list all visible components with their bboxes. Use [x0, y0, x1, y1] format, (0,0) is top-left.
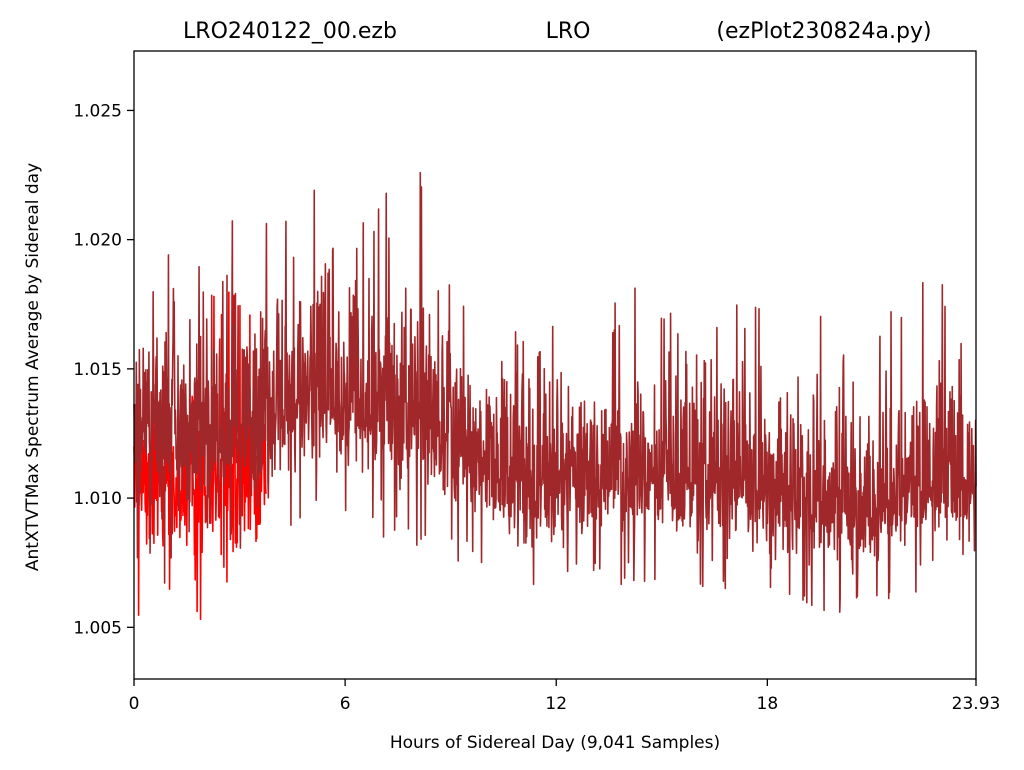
y-tick-label: 1.010	[73, 489, 122, 509]
chart-title-center: LRO	[546, 19, 591, 44]
x-tick-label: 23.93	[952, 694, 1001, 714]
y-tick-label: 1.015	[73, 360, 122, 380]
y-tick-label: 1.025	[73, 101, 122, 121]
plot-series	[133, 171, 977, 621]
y-tick-label: 1.005	[73, 618, 122, 638]
plot-frame	[133, 50, 977, 680]
y-axis: 1.005 1.010 1.015 1.020 1.025	[73, 101, 134, 638]
x-tick-label: 18	[757, 694, 779, 714]
y-tick-label: 1.020	[73, 231, 122, 251]
x-tick-label: 6	[340, 694, 351, 714]
x-tick-label: 0	[129, 694, 140, 714]
series-line-1	[133, 171, 977, 613]
chart-title-right: (ezPlot230824a.py)	[716, 19, 931, 44]
x-axis: 0 6 12 18 23.93	[129, 679, 1001, 714]
chart-title-left: LRO240122_00.ezb	[183, 19, 397, 44]
y-axis-label: AntXTVTMax Spectrum Average by Sidereal …	[23, 163, 43, 571]
x-axis-label: Hours of Sidereal Day (9,041 Samples)	[390, 733, 720, 753]
x-tick-label: 12	[545, 694, 567, 714]
